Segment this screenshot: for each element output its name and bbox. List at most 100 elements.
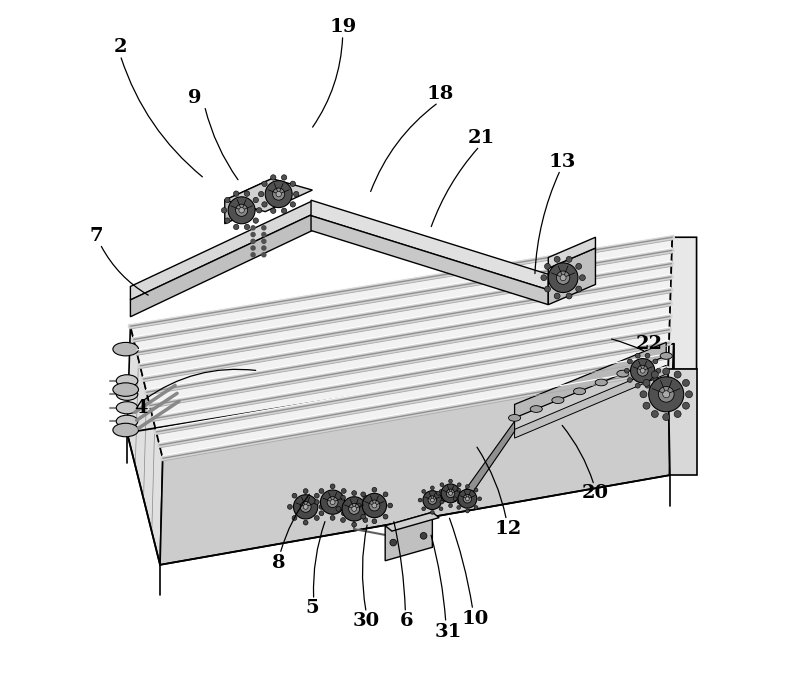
Circle shape — [637, 365, 648, 376]
Text: 22: 22 — [636, 335, 663, 353]
Circle shape — [222, 208, 226, 213]
Circle shape — [430, 510, 434, 514]
Circle shape — [662, 414, 670, 421]
Circle shape — [253, 218, 258, 223]
Circle shape — [645, 384, 650, 388]
Circle shape — [557, 271, 570, 284]
Ellipse shape — [574, 388, 586, 395]
Circle shape — [244, 191, 250, 196]
Circle shape — [372, 519, 377, 524]
Circle shape — [566, 293, 572, 299]
Circle shape — [635, 353, 640, 358]
Ellipse shape — [509, 415, 521, 421]
Text: 19: 19 — [329, 18, 356, 36]
Text: 2: 2 — [114, 38, 127, 56]
Polygon shape — [465, 421, 514, 500]
Polygon shape — [311, 200, 548, 290]
Circle shape — [330, 516, 335, 520]
Circle shape — [682, 402, 690, 409]
Circle shape — [349, 503, 360, 514]
Circle shape — [352, 506, 357, 512]
Circle shape — [251, 239, 255, 243]
Circle shape — [446, 489, 454, 497]
Circle shape — [319, 511, 324, 516]
Circle shape — [361, 492, 366, 497]
Text: 13: 13 — [548, 153, 575, 171]
Circle shape — [341, 518, 346, 522]
Circle shape — [342, 511, 346, 516]
Polygon shape — [225, 179, 312, 212]
Text: 8: 8 — [272, 554, 286, 572]
Circle shape — [548, 263, 578, 293]
Circle shape — [651, 410, 658, 417]
Circle shape — [662, 368, 670, 375]
Circle shape — [282, 175, 286, 180]
Circle shape — [545, 264, 550, 270]
Circle shape — [422, 489, 426, 493]
Circle shape — [258, 191, 264, 197]
Circle shape — [440, 500, 444, 504]
Circle shape — [346, 499, 350, 505]
Circle shape — [466, 485, 470, 489]
Circle shape — [686, 391, 693, 398]
Circle shape — [651, 371, 658, 378]
Text: 5: 5 — [306, 599, 319, 617]
Circle shape — [383, 492, 388, 497]
Circle shape — [363, 495, 368, 500]
Circle shape — [314, 516, 319, 520]
Circle shape — [235, 204, 248, 216]
Circle shape — [656, 368, 661, 373]
Circle shape — [361, 514, 366, 519]
Circle shape — [342, 497, 366, 521]
Circle shape — [383, 514, 388, 519]
Circle shape — [390, 539, 397, 546]
Circle shape — [234, 191, 239, 196]
Circle shape — [282, 208, 286, 214]
Circle shape — [369, 500, 380, 511]
Ellipse shape — [530, 406, 542, 412]
Text: 20: 20 — [582, 485, 609, 502]
Circle shape — [336, 506, 341, 512]
Circle shape — [262, 226, 266, 230]
Circle shape — [466, 509, 470, 513]
Text: 6: 6 — [400, 613, 414, 630]
Circle shape — [478, 497, 482, 501]
Polygon shape — [548, 248, 595, 305]
Circle shape — [658, 386, 674, 402]
Circle shape — [319, 504, 324, 510]
Circle shape — [262, 239, 266, 243]
Circle shape — [234, 224, 239, 230]
Text: 31: 31 — [435, 623, 462, 640]
Circle shape — [630, 359, 654, 383]
Polygon shape — [514, 342, 666, 418]
Circle shape — [560, 275, 566, 280]
Circle shape — [270, 175, 276, 180]
Polygon shape — [160, 369, 670, 565]
Circle shape — [251, 226, 255, 230]
Circle shape — [635, 384, 640, 388]
Circle shape — [244, 224, 250, 230]
Circle shape — [554, 256, 560, 262]
Text: 12: 12 — [494, 520, 522, 538]
Ellipse shape — [617, 370, 629, 377]
Circle shape — [457, 506, 461, 510]
Circle shape — [262, 181, 267, 187]
Text: 4: 4 — [134, 399, 147, 417]
Text: 10: 10 — [462, 610, 489, 627]
Circle shape — [262, 233, 266, 237]
Polygon shape — [127, 326, 162, 565]
Circle shape — [463, 495, 472, 503]
Circle shape — [458, 483, 461, 487]
Circle shape — [466, 497, 470, 501]
Circle shape — [640, 368, 645, 373]
Circle shape — [352, 522, 357, 527]
Circle shape — [251, 246, 255, 250]
Circle shape — [458, 489, 477, 508]
Circle shape — [439, 507, 443, 511]
Ellipse shape — [113, 423, 138, 437]
Circle shape — [422, 507, 426, 511]
Circle shape — [363, 518, 368, 522]
Circle shape — [273, 188, 285, 200]
Polygon shape — [385, 512, 439, 531]
Circle shape — [372, 487, 377, 492]
